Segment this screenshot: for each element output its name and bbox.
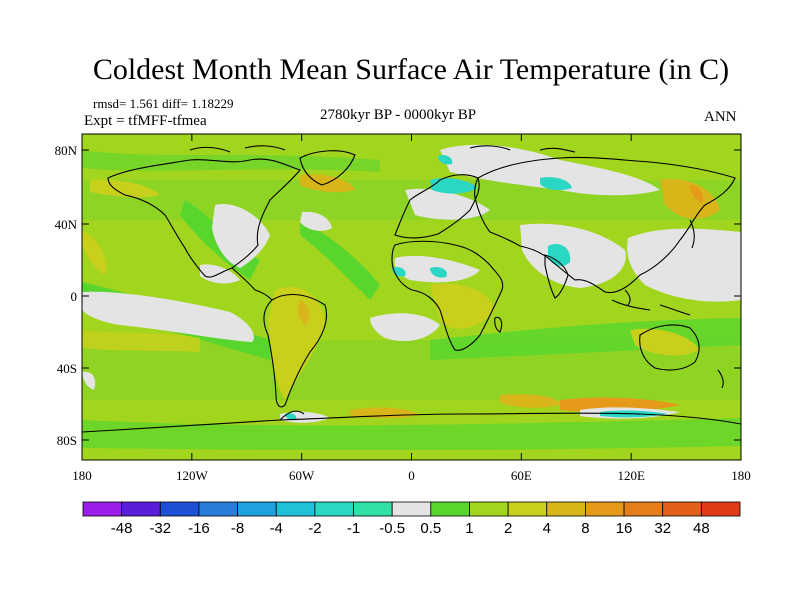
cold-patch [430, 267, 447, 278]
experiment-line: Expt = tfMFF-tfmea [84, 113, 207, 129]
colorbar-swatch [275, 501, 316, 517]
lat-tick-label: 0 [71, 289, 78, 304]
warm-patch [297, 300, 310, 325]
colorbar-label: -48 [111, 520, 133, 537]
lat-tick-label: 80N [55, 143, 78, 158]
lon-tick-label: 120E [617, 468, 645, 483]
colorbar-label: -16 [188, 520, 210, 537]
colorbar-label: 2 [504, 520, 512, 537]
cold-patch [548, 243, 571, 267]
colorbar-swatch [430, 501, 470, 517]
warm-patch [268, 286, 325, 400]
colorbar-label: -32 [149, 520, 171, 537]
colorbar-label: 0.5 [420, 520, 441, 537]
coast-north-america [107, 158, 301, 278]
field-band [82, 418, 741, 450]
longitude-axis: 180 120W 60W 0 60E 120E 180 [72, 134, 751, 483]
lon-tick-label: 180 [72, 468, 92, 483]
colorbar-swatch [469, 501, 509, 517]
plot-title: Coldest Month Mean Surface Air Temperatu… [92, 53, 730, 86]
field-band [82, 150, 380, 172]
coast-new-zealand [717, 369, 724, 389]
coast-madagascar [494, 316, 503, 333]
warm-patch [630, 328, 700, 356]
coast-arctic-islands [189, 145, 576, 153]
colorbar-swatch [546, 501, 586, 517]
colorbar-swatch [314, 501, 354, 517]
coastlines [82, 145, 741, 433]
season-label: ANN [704, 109, 737, 125]
warm-patch [430, 283, 495, 329]
period-line: 2780kyr BP - 0000kyr BP [320, 107, 477, 123]
colorbar-label: 32 [654, 520, 671, 537]
coast-central-america [231, 267, 273, 301]
neutral-patch [82, 291, 254, 342]
lat-tick-label: 80S [57, 433, 77, 448]
lon-tick-label: 0 [408, 468, 415, 483]
stats-line: rmsd= 1.561 diff= 1.18229 [93, 96, 234, 111]
colorbar-label: -1 [347, 520, 360, 537]
warm-patch [82, 230, 107, 275]
colorbar-swatch [237, 501, 277, 517]
colorbar-swatch [623, 501, 664, 517]
colorbar-label: -4 [270, 520, 283, 537]
colorbar: -48 -32 -16 -8 -4 -2 -1 -0.5 0.5 1 2 4 8 16 32 48 [82, 501, 741, 537]
coast-australia [639, 324, 700, 371]
colorbar-swatch [507, 501, 548, 517]
coast-japan [689, 219, 695, 249]
colorbar-swatch [121, 501, 161, 517]
neutral-patch [300, 211, 332, 231]
lat-tick-label: 40N [55, 217, 78, 232]
colorbar-label: -2 [308, 520, 321, 537]
neutral-patch [370, 313, 440, 342]
field-band [430, 318, 741, 360]
colorbar-swatch [391, 501, 432, 517]
colorbar-label: 1 [465, 520, 473, 537]
latitude-axis: 80N 40N 0 40S 80S [55, 143, 741, 448]
colorbar-swatch [198, 501, 238, 517]
cold-patch [540, 177, 572, 191]
lat-tick-label: 40S [57, 361, 77, 376]
coast-asia [474, 156, 736, 294]
cold-patch [285, 413, 297, 421]
field-band [300, 220, 380, 300]
coast-antarctica [82, 412, 741, 433]
lon-tick-label: 120W [176, 468, 209, 483]
cold-patch [438, 155, 453, 165]
lon-tick-label: 60W [289, 468, 315, 483]
colorbar-label: 4 [543, 520, 551, 537]
warm-patch [560, 397, 680, 413]
colorbar-label: 48 [693, 520, 710, 537]
colorbar-label: -0.5 [379, 520, 405, 537]
neutral-patch [212, 204, 270, 268]
colorbar-label: 16 [616, 520, 633, 537]
colorbar-swatch [700, 501, 741, 517]
coast-antarctic-peninsula [279, 410, 305, 421]
coast-greenland [299, 150, 356, 186]
neutral-patch [627, 228, 741, 302]
coast-india [544, 254, 569, 299]
neutral-patch [440, 144, 660, 196]
colorbar-label: -8 [231, 520, 244, 537]
lon-tick-label: 60E [511, 468, 532, 483]
colorbar-swatch [585, 501, 625, 517]
map-field [82, 134, 741, 460]
warm-patch [690, 185, 704, 203]
warm-patch [660, 179, 720, 220]
warm-patch [500, 394, 560, 408]
coast-indonesia [611, 289, 691, 316]
coast-africa [391, 240, 504, 351]
warm-patch [90, 179, 160, 198]
colorbar-swatch [662, 501, 702, 517]
colorbar-swatch [159, 501, 200, 517]
coast-south-america [263, 294, 328, 408]
lon-tick-label: 180 [731, 468, 751, 483]
cold-patch [430, 177, 478, 194]
colorbar-label: 8 [581, 520, 589, 537]
colorbar-swatch [82, 501, 123, 517]
colorbar-swatch [353, 501, 393, 517]
neutral-patch [82, 371, 96, 390]
warm-patch [82, 330, 200, 352]
